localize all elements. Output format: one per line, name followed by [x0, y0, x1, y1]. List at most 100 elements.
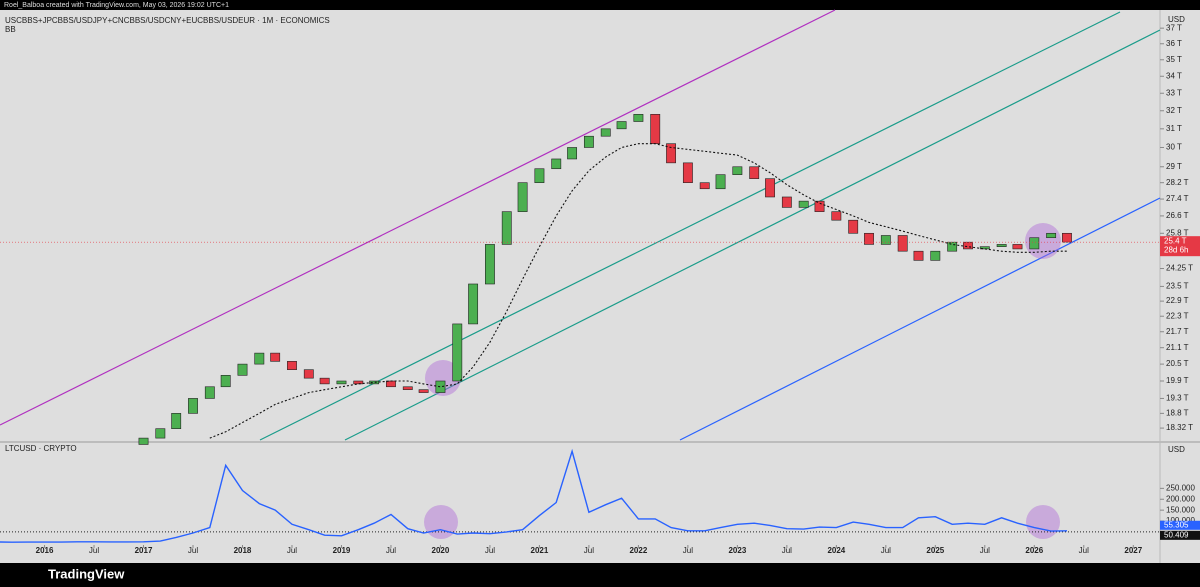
x-tick-label: Jul [1079, 546, 1089, 555]
x-tick-label: Jul [584, 546, 594, 555]
x-tick-label: 2025 [926, 546, 944, 555]
candle [749, 166, 760, 179]
highlight-circle [1026, 505, 1060, 539]
ltc-title: LTCUSD · CRYPTO [5, 444, 77, 453]
x-tick-label: 2018 [234, 546, 252, 555]
candle [715, 174, 726, 190]
y-tick-label: 100.000 [1166, 516, 1195, 525]
candle [567, 147, 578, 160]
candle [171, 413, 182, 429]
y-tick-label: 34 T [1166, 71, 1182, 80]
candle [996, 244, 1007, 247]
candle [353, 380, 364, 385]
candle [485, 244, 495, 285]
y-tick-label: 25.8 T [1166, 228, 1189, 237]
candle [848, 219, 859, 234]
candle [880, 235, 891, 245]
candle [435, 380, 446, 393]
y-tick-label: 21.1 T [1166, 343, 1189, 352]
ltc-currency: USD [1168, 445, 1185, 454]
y-tick-label: 29 T [1166, 162, 1182, 171]
y-tick-label: 20.5 T [1166, 359, 1189, 368]
trend-line [344, 29, 1161, 441]
trend-lines [0, 9, 1161, 441]
y-tick-label: 27.4 T [1166, 194, 1189, 203]
candle [814, 200, 825, 212]
candle [947, 241, 958, 252]
candle [1062, 232, 1072, 243]
candle [765, 178, 775, 198]
x-tick-label: 2016 [36, 546, 54, 555]
x-tick-label: Jul [782, 546, 792, 555]
candle [551, 158, 562, 170]
candle [798, 200, 809, 208]
highlights [424, 223, 1061, 539]
candle [501, 211, 512, 245]
y-tick-label: 250.000 [1166, 483, 1195, 492]
y-tick-label: 19.3 T [1166, 394, 1189, 403]
y-tick-label: 200.000 [1166, 494, 1195, 503]
candle [930, 250, 941, 261]
symbol-title: USCBBS+JPCBBS/USDJPY+CNCBBS/USDCNY+EUCBB… [5, 16, 330, 25]
candle [138, 437, 149, 445]
x-tick-label: 2021 [531, 546, 549, 555]
highlight-circle [424, 505, 458, 539]
candle [468, 283, 479, 325]
moving-average [209, 143, 1067, 439]
x-tick-label: Jul [980, 546, 990, 555]
y-tick-label: 32 T [1166, 106, 1182, 115]
y-tick-label: 150.000 [1166, 505, 1195, 514]
indicator-name: BB [5, 25, 16, 34]
brand: TradingView [48, 566, 125, 581]
highlight-circle [1025, 223, 1061, 259]
candle [583, 135, 594, 148]
x-tick-label: 2026 [1025, 546, 1043, 555]
x-tick-label: Jul [881, 546, 891, 555]
trend-line [259, 11, 1121, 441]
x-tick-label: 2027 [1124, 546, 1142, 555]
y-tick-label: 23.5 T [1166, 282, 1189, 291]
y-tick-label: 28.2 T [1166, 178, 1189, 187]
y-tick-label: 21.7 T [1166, 327, 1189, 336]
trend-line [679, 197, 1161, 441]
price-label: 25.4 T [1164, 236, 1187, 245]
y-tick-label: 26.6 T [1166, 211, 1189, 220]
candle [452, 323, 463, 382]
x-tick-label: Jul [386, 546, 396, 555]
candle [303, 369, 314, 379]
y-tick-label: 18.32 T [1166, 423, 1193, 432]
candle [600, 128, 611, 137]
candle [1046, 232, 1057, 239]
chart-area [0, 10, 1200, 563]
credit: Roel_Balboa created with TradingView.com… [4, 2, 229, 9]
candle [336, 380, 347, 385]
candle [188, 398, 198, 414]
candle [1029, 237, 1040, 250]
candle [666, 143, 676, 164]
candle [402, 386, 413, 390]
candle [155, 428, 166, 439]
candle [418, 389, 429, 393]
candle [287, 361, 297, 370]
x-tick-label: Jul [89, 546, 99, 555]
candle [699, 182, 710, 190]
x-tick-label: Jul [485, 546, 495, 555]
x-tick-label: Jul [287, 546, 297, 555]
candle [864, 232, 874, 245]
candle [319, 377, 330, 385]
candle [781, 196, 792, 208]
y-tick-label: 31 T [1166, 124, 1182, 133]
currency: USD [1168, 15, 1185, 24]
candle [831, 211, 842, 221]
price-badge [1160, 236, 1200, 257]
countdown: 28d 6h [1164, 245, 1188, 254]
ref-value-badge [1160, 530, 1200, 540]
x-tick-label: 2019 [333, 546, 351, 555]
candle [204, 386, 215, 399]
x-tick-label: Jul [683, 546, 693, 555]
y-tick-label: 22.3 T [1166, 311, 1189, 320]
y-tick-label: 36 T [1166, 39, 1182, 48]
trend-line [0, 9, 836, 426]
x-tick-label: 2024 [827, 546, 845, 555]
